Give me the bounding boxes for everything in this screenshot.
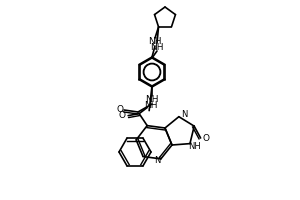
Text: N: N [181,110,187,119]
Text: O: O [202,134,209,143]
Text: NH: NH [148,38,162,46]
Text: NH: NH [145,96,159,104]
Text: O: O [119,111,126,120]
Text: O: O [116,106,124,114]
Text: NH: NH [144,101,158,110]
Text: NH: NH [150,43,164,51]
Text: NH: NH [189,142,201,151]
Text: N: N [154,156,160,165]
